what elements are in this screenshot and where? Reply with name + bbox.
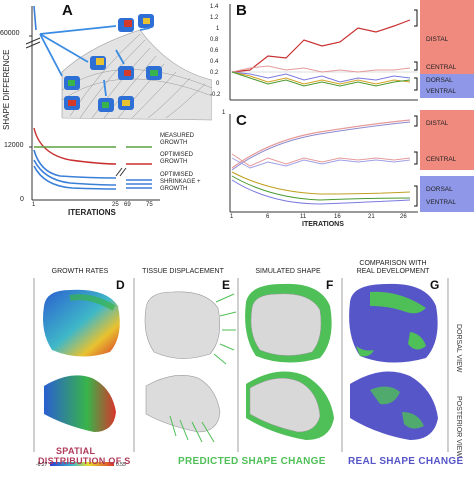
band-distal-b: [420, 0, 474, 60]
panel-b-letter: B: [236, 2, 247, 19]
f-dorsal-wing: [245, 283, 332, 363]
panel-b: B DISTAL CENTRAL DORSAL VENTRAL 1.4 1.2 …: [210, 0, 474, 110]
title-tissue-displacement: TISSUE DISPLACEMENT: [142, 268, 224, 275]
f-posterior-wing: [246, 371, 334, 440]
b-band-label-central: CENTRAL: [426, 64, 457, 71]
c-plot: [229, 114, 418, 213]
b-ytick-7: 0: [216, 81, 220, 87]
panel-a-letter: A: [62, 2, 73, 19]
colorbar-max: 0.55: [116, 462, 126, 468]
a-xtick-25: 25: [112, 202, 119, 208]
panel-g-letter: G: [430, 278, 440, 292]
wing-renders: [43, 283, 438, 466]
panel-c: C DISTAL CENTRAL DORSAL VENTRAL 1 1 6 11…: [210, 110, 474, 228]
c-band-label-dorsal: DORSAL: [426, 186, 453, 193]
colorbar-min: -0.27: [36, 462, 48, 468]
d-posterior-wing: [44, 375, 116, 432]
a-ytick-0: 0: [20, 196, 24, 203]
c-band-label-distal: DISTAL: [426, 120, 449, 127]
a-xtick-1: 1: [32, 202, 36, 208]
c-xtick-11: 11: [300, 214, 307, 220]
b-band-label-ventral: VENTRAL: [426, 88, 456, 95]
a-label-shrinkage: OPTIMISED SHRINKAGE + GROWTH: [160, 172, 201, 192]
a-plot: [25, 5, 212, 201]
title-growth-rates: GROWTH RATES: [51, 268, 109, 275]
a-xtick-75: 75: [146, 202, 153, 208]
a-ytick-12000: 12000: [4, 142, 24, 149]
wing-mesh-inset: [61, 29, 212, 121]
title-simulated-shape: SIMULATED SHAPE: [255, 268, 321, 275]
b-ytick-5: 0.4: [210, 59, 219, 65]
e-posterior-wing: [145, 375, 221, 443]
b-ytick-4: 0.6: [210, 48, 219, 54]
legend-distribution: DISTRIBUTION OF S: [38, 456, 131, 466]
c-band-label-central: CENTRAL: [426, 156, 457, 163]
panel-c-letter: C: [236, 112, 247, 129]
a-xtick-69: 69: [124, 202, 131, 208]
inset-arrows: [39, 25, 151, 97]
legend-predicted: PREDICTED SHAPE CHANGE: [178, 456, 326, 467]
c-ytick-1: 1: [222, 110, 226, 116]
a-ytick-60000: 60000: [0, 30, 20, 37]
g-posterior-wing: [350, 371, 438, 440]
legend-spatial: SPATIAL: [56, 446, 96, 456]
band-central-c: [420, 150, 474, 170]
c-xtick-16: 16: [334, 214, 341, 220]
panel-a: A 60000 12000 0 SHAPE DIFFERENCE 1 25 69…: [0, 0, 212, 222]
title-comparison-1: COMPARISON WITH: [359, 260, 427, 267]
a-label-measured: MEASURED GROWTH: [160, 133, 195, 146]
b-band-label-dorsal: DORSAL: [426, 77, 453, 84]
c-xtick-26: 26: [400, 214, 407, 220]
bottom-figure: GROWTH RATES TISSUE DISPLACEMENT SIMULAT…: [30, 236, 474, 504]
b-ytick-0: 1.4: [210, 4, 219, 10]
b-band-label-distal: DISTAL: [426, 36, 449, 43]
panel-d-letter: D: [116, 278, 125, 292]
b-ytick-6: 0.2: [210, 70, 219, 76]
b-ytick-2: 1: [216, 26, 220, 32]
band-dorsal-c: [420, 176, 474, 212]
b-plot: [229, 4, 418, 101]
legend-real: REAL SHAPE CHANGE: [348, 456, 464, 467]
panel-e-letter: E: [222, 278, 231, 292]
c-xtick-21: 21: [368, 214, 375, 220]
g-dorsal-wing: [349, 283, 438, 363]
b-ytick-8: -0.2: [210, 92, 221, 98]
c-xtick-1: 1: [230, 214, 234, 220]
panel-f-letter: F: [326, 278, 334, 292]
b-ytick-3: 0.8: [210, 37, 219, 43]
d-dorsal-wing: [43, 289, 120, 357]
band-dorsal-b: [420, 74, 474, 98]
c-band-label-ventral: VENTRAL: [426, 199, 456, 206]
band-central-b: [420, 60, 474, 74]
a-xlabel: ITERATIONS: [68, 208, 116, 217]
b-ytick-1: 1.2: [210, 15, 219, 21]
panel-grid: [33, 278, 449, 452]
colorbar: [50, 462, 114, 466]
e-dorsal-wing: [144, 291, 237, 365]
title-comparison-2: REAL DEVELOPMENT: [356, 268, 430, 275]
a-label-optimised: OPTIMISED GROWTH: [160, 152, 194, 165]
c-xlabel: ITERATIONS: [302, 221, 344, 228]
c-xtick-6: 6: [266, 214, 270, 220]
wing-thumbnails: [64, 14, 162, 112]
